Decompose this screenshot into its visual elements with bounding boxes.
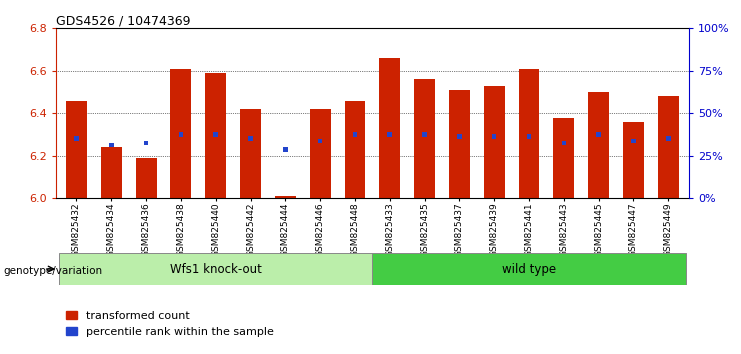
Bar [353,132,357,137]
Bar [318,138,322,143]
Bar [484,86,505,198]
Bar [170,69,191,198]
Bar [597,132,601,137]
Bar [388,132,392,137]
Bar [213,132,218,137]
Bar [66,101,87,198]
FancyBboxPatch shape [59,253,372,285]
Bar [562,141,566,145]
Bar [275,196,296,198]
Bar [109,143,113,148]
Bar [623,122,644,198]
Bar [492,134,496,139]
Bar [283,147,288,152]
Text: wild type: wild type [502,263,556,275]
Bar [379,58,400,198]
Bar [101,147,122,198]
Bar [422,132,427,137]
Text: GDS4526 / 10474369: GDS4526 / 10474369 [56,14,190,27]
Bar [588,92,609,198]
Text: Wfs1 knock-out: Wfs1 knock-out [170,263,262,275]
Bar [527,134,531,139]
Bar [248,136,253,141]
Bar [658,96,679,198]
Bar [449,90,470,198]
Bar [205,73,226,198]
Bar [631,138,636,143]
Bar [457,134,462,139]
Bar [666,136,671,141]
Bar [345,101,365,198]
Bar [240,109,261,198]
Bar [519,69,539,198]
Bar [144,141,148,145]
Text: genotype/variation: genotype/variation [4,266,103,276]
Bar [136,158,156,198]
Bar [310,109,330,198]
Bar [414,79,435,198]
Bar [554,118,574,198]
FancyBboxPatch shape [372,253,685,285]
Bar [74,136,79,141]
Legend: transformed count, percentile rank within the sample: transformed count, percentile rank withi… [61,307,278,341]
Bar [179,132,183,137]
